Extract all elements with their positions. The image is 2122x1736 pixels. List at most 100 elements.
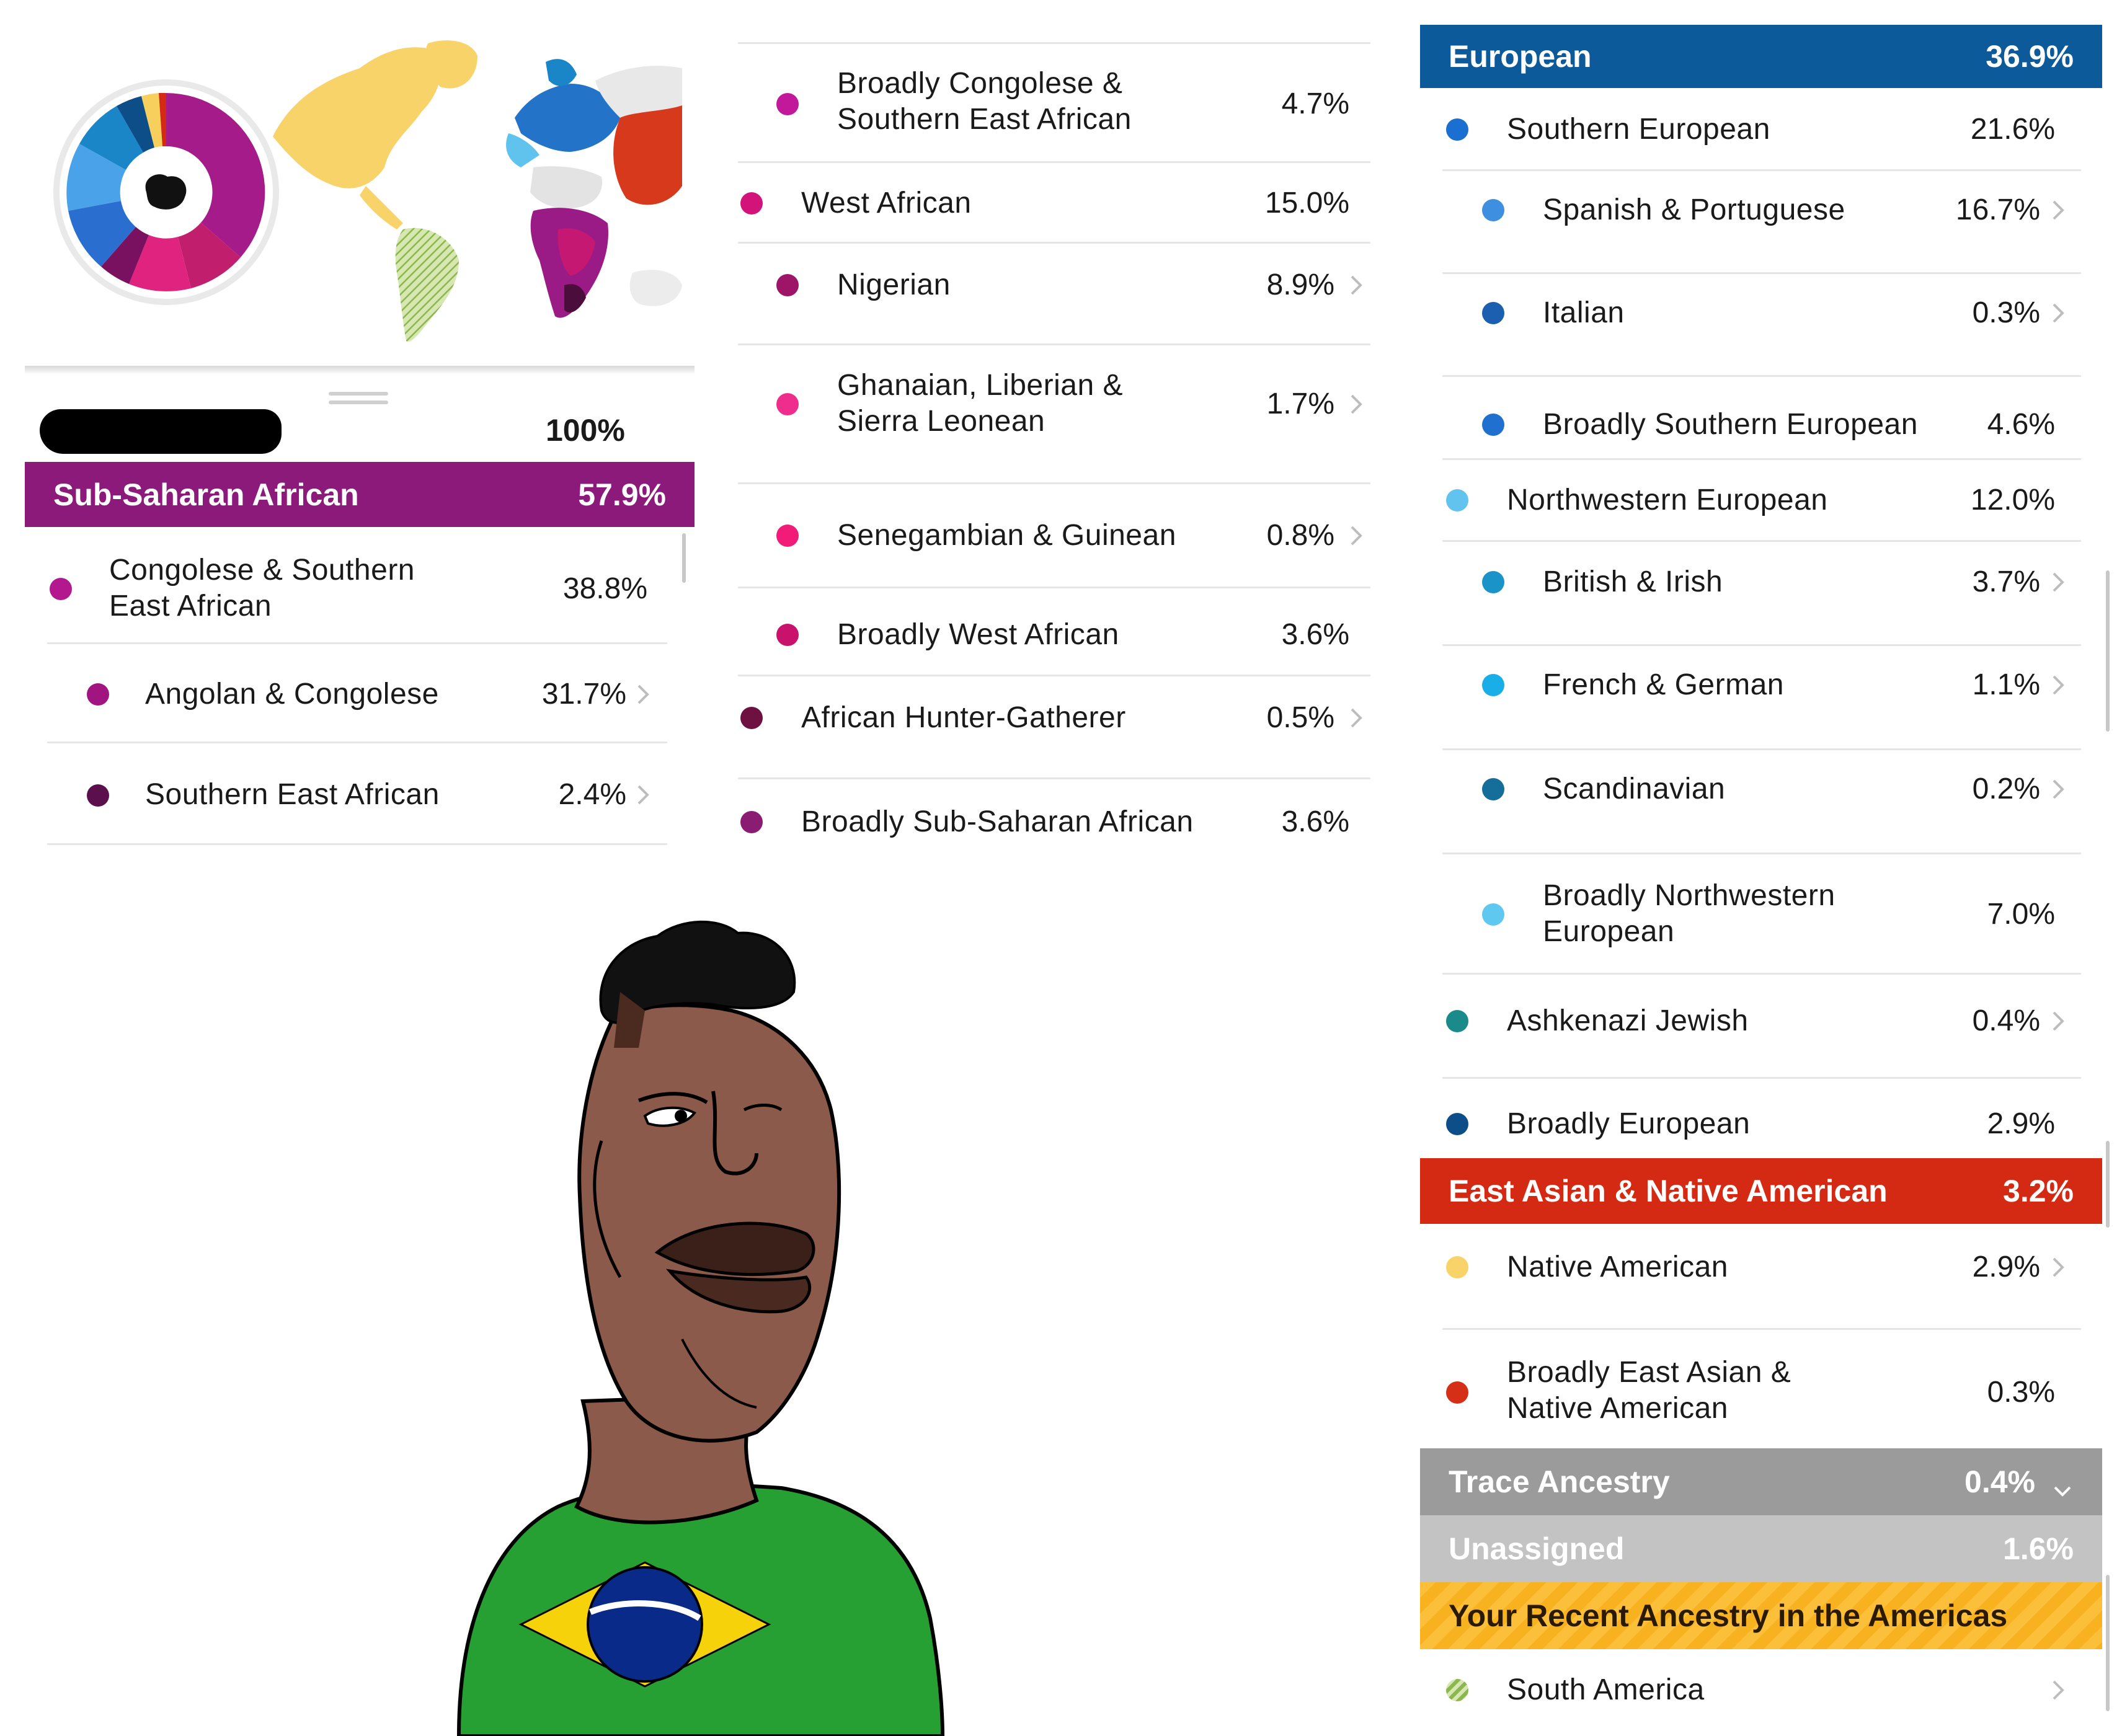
- row-label-line1: Congolese & Southern: [109, 554, 415, 587]
- list-item-southern-east-african[interactable]: Southern East African 2.4%: [25, 744, 670, 843]
- chevron-right-icon[interactable]: [2049, 1009, 2067, 1034]
- row-percent: 31.7%: [541, 678, 626, 711]
- row-percent: 0.3%: [1987, 1376, 2055, 1409]
- list-item-broadly-east-asian-native-american[interactable]: Broadly East Asian & Native American 0.3…: [1420, 1329, 2084, 1447]
- row-label-line1: Ghanaian, Liberian &: [837, 369, 1123, 402]
- chevron-right-icon[interactable]: [1347, 392, 1365, 417]
- world-ancestry-map: [273, 40, 682, 342]
- list-item-congolese-southern-east-african[interactable]: Congolese & Southern East African 38.8%: [25, 533, 670, 645]
- row-percent: 16.7%: [1955, 193, 2040, 226]
- scrollbar[interactable]: [2106, 1575, 2110, 1711]
- list-item-south-america[interactable]: South America: [1420, 1650, 2084, 1731]
- list-item-broadly-west-african[interactable]: Broadly West African 3.6%: [738, 588, 1370, 675]
- row-divider: [738, 161, 1370, 163]
- color-dot: [87, 784, 109, 807]
- banner-european[interactable]: European 36.9%: [1420, 25, 2102, 88]
- banner-recent-ancestry-americas[interactable]: Your Recent Ancestry in the Americas: [1420, 1582, 2102, 1649]
- list-item-senegambian-guinean[interactable]: Senegambian & Guinean 0.8%: [738, 484, 1370, 587]
- chevron-right-icon[interactable]: [634, 682, 652, 707]
- list-item-ghanaian-liberian[interactable]: Ghanaian, Liberian & Sierra Leonean 1.7%: [738, 345, 1370, 482]
- list-item-british-irish[interactable]: British & Irish 3.7%: [1420, 541, 2084, 644]
- row-divider: [738, 242, 1370, 244]
- banner-label: East Asian & Native American: [1449, 1174, 1888, 1208]
- chevron-right-icon[interactable]: [2049, 673, 2067, 698]
- chevron-right-icon[interactable]: [2049, 198, 2067, 223]
- chevron-right-icon[interactable]: [1347, 706, 1365, 730]
- row-label-line2: Sierra Leonean: [837, 405, 1045, 438]
- list-item-spanish-portuguese[interactable]: Spanish & Portuguese 16.7%: [1420, 170, 2084, 272]
- list-item-scandinavian[interactable]: Scandinavian 0.2%: [1420, 750, 2084, 852]
- list-item-southern-european[interactable]: Southern European 21.6%: [1420, 90, 2084, 169]
- row-label: African Hunter-Gatherer: [801, 701, 1126, 734]
- banner-label: Your Recent Ancestry in the Americas: [1449, 1598, 2008, 1633]
- banner-percent: 0.4%: [1964, 1464, 2035, 1499]
- row-label-line2: European: [1543, 915, 1675, 948]
- list-item-northwestern-european[interactable]: Northwestern European 12.0%: [1420, 459, 2084, 540]
- list-item-broadly-sub-saharan-african[interactable]: Broadly Sub-Saharan African 3.6%: [738, 779, 1370, 859]
- scrollbar[interactable]: [2106, 1141, 2110, 1228]
- chevron-right-icon[interactable]: [2049, 301, 2067, 326]
- color-dot: [776, 274, 799, 296]
- list-item-ashkenazi-jewish[interactable]: Ashkenazi Jewish 0.4%: [1420, 974, 2084, 1077]
- scrollbar[interactable]: [2106, 570, 2110, 732]
- row-percent: 2.4%: [558, 778, 626, 811]
- list-item-broadly-congolese[interactable]: Broadly Congolese & Southern East Africa…: [738, 43, 1370, 161]
- color-dot: [1446, 118, 1468, 141]
- color-dot: [1446, 1256, 1468, 1278]
- row-label-line2: Southern East African: [837, 103, 1132, 136]
- banner-east-asian-native-american[interactable]: East Asian & Native American 3.2%: [1420, 1158, 2102, 1224]
- row-label: Nigerian: [837, 268, 951, 301]
- list-item-broadly-northwestern-european[interactable]: Broadly Northwestern European 7.0%: [1420, 854, 2084, 973]
- list-item-broadly-european[interactable]: Broadly European 2.9%: [1420, 1078, 2084, 1159]
- chevron-right-icon[interactable]: [634, 782, 652, 807]
- chevron-right-icon[interactable]: [2049, 1255, 2067, 1280]
- drag-handle[interactable]: [329, 392, 388, 396]
- chevron-right-icon[interactable]: [1347, 523, 1365, 548]
- row-label-line1: Broadly Northwestern: [1543, 879, 1836, 912]
- row-divider: [738, 343, 1370, 345]
- row-divider: [738, 42, 1370, 44]
- list-item-nigerian[interactable]: Nigerian 8.9%: [738, 243, 1370, 343]
- row-divider: [1442, 1077, 2081, 1079]
- row-label: French & German: [1543, 668, 1784, 701]
- redacted-name: [40, 409, 282, 454]
- row-label: Broadly European: [1507, 1107, 1751, 1140]
- chevron-down-icon[interactable]: [2051, 1472, 2074, 1497]
- panel-divider-shadow: [25, 366, 695, 374]
- row-percent: 3.7%: [1972, 565, 2040, 598]
- ancestry-donut-chart[interactable]: [48, 74, 284, 310]
- banner-trace-ancestry[interactable]: Trace Ancestry 0.4%: [1420, 1448, 2102, 1515]
- list-item-italian[interactable]: Italian 0.3%: [1420, 273, 2084, 375]
- row-percent: 2.9%: [1987, 1107, 2055, 1140]
- row-label: Broadly Sub-Saharan African: [801, 805, 1194, 838]
- banner-label: Unassigned: [1449, 1531, 1625, 1566]
- scrollbar[interactable]: [682, 533, 686, 583]
- row-label: South America: [1507, 1673, 1705, 1706]
- chevron-right-icon[interactable]: [1347, 273, 1365, 298]
- chevron-right-icon[interactable]: [2049, 1678, 2067, 1703]
- color-dot: [1482, 571, 1504, 593]
- row-percent: 3.6%: [1281, 805, 1349, 838]
- color-dot: [1482, 414, 1504, 436]
- chevron-right-icon[interactable]: [2049, 570, 2067, 595]
- row-label: Southern European: [1507, 113, 1770, 146]
- color-dot: [87, 683, 109, 706]
- banner-sub-saharan-african[interactable]: Sub-Saharan African 57.9%: [25, 462, 695, 527]
- row-percent: 12.0%: [1970, 484, 2055, 516]
- list-item-angolan-congolese[interactable]: Angolan & Congolese 31.7%: [25, 645, 670, 744]
- row-divider: [738, 587, 1370, 588]
- color-dot: [1446, 1381, 1468, 1404]
- list-item-african-hunter-gatherer[interactable]: African Hunter-Gatherer 0.5%: [738, 676, 1370, 776]
- chevron-right-icon[interactable]: [2049, 777, 2067, 802]
- row-divider: [1442, 852, 2081, 854]
- row-divider: [738, 482, 1370, 484]
- row-label: Spanish & Portuguese: [1543, 193, 1845, 226]
- list-item-french-german[interactable]: French & German 1.1%: [1420, 645, 2084, 748]
- row-label: Broadly West African: [837, 618, 1119, 651]
- row-label-line1: Broadly East Asian &: [1507, 1356, 1791, 1389]
- color-dot: [776, 393, 799, 415]
- banner-percent: 1.6%: [2003, 1531, 2074, 1566]
- list-item-native-american[interactable]: Native American 2.9%: [1420, 1225, 2084, 1328]
- list-item-west-african[interactable]: West African 15.0%: [738, 162, 1370, 243]
- list-item-broadly-southern-european[interactable]: Broadly Southern European 4.6%: [1420, 376, 2084, 457]
